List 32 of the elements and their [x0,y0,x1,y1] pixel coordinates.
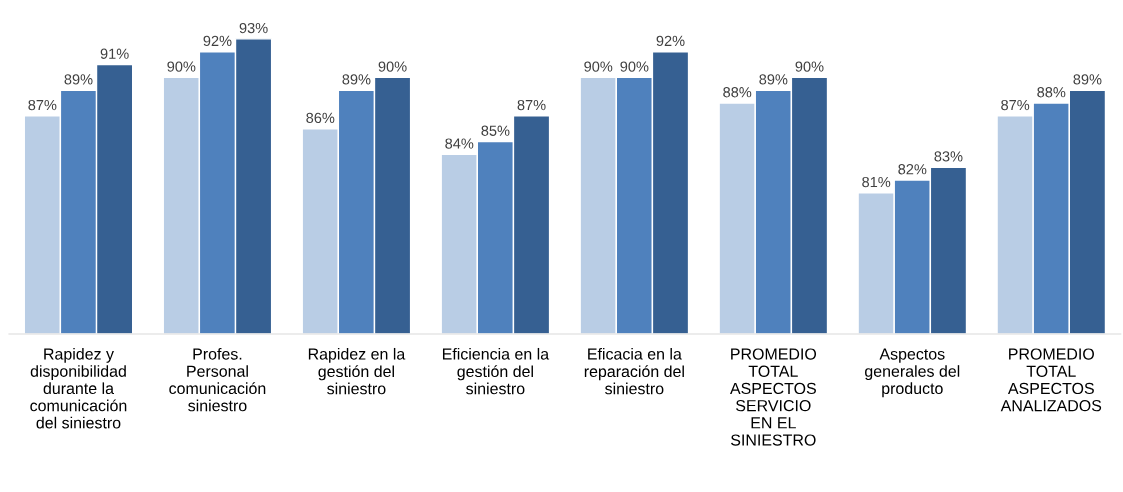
data-label: 88% [723,87,752,98]
data-label: 81% [862,176,891,188]
data-label: 90% [584,61,613,72]
x-tick-label: PROMEDIO TOTAL ASPECTOS ANALIZADOS [1000,348,1102,412]
x-tick-label: Rapidez en la gestión del siniestro [308,347,406,395]
data-label: 91% [100,48,129,59]
data-label: 89% [64,74,93,85]
x-tick-label: Eficiencia en la gestión del siniestro [442,347,550,395]
data-label: 85% [481,125,510,136]
x-tick-label: Aspectos generales del producto [865,348,960,398]
data-label: 92% [656,35,685,47]
data-label: 82% [898,164,927,175]
data-label: 88% [1037,87,1066,98]
x-tick-label: Eficacia en la reparación del siniestro [584,347,684,395]
x-tick-label: PROMEDIO TOTAL ASPECTOS SERVICIO EN EL SINIESTRO [730,348,817,446]
data-label: 93% [239,22,268,34]
data-label: 90% [167,61,196,72]
data-label: 89% [759,74,788,85]
data-label: 83% [934,151,963,162]
data-label: 90% [795,61,824,72]
data-label: 90% [378,61,407,72]
data-label: 89% [1073,74,1102,85]
data-label: 92% [203,35,232,47]
x-tick-label: Rapidez y disponibilidad durante la comunicación del siniestro [30,347,127,429]
data-label: 87% [28,99,57,111]
data-label: 87% [517,99,546,111]
data-label: 89% [342,74,371,85]
data-label: 87% [1001,99,1030,111]
x-tick-label: Profes. Personal comunicación siniestro [169,347,266,412]
data-label: 84% [445,138,474,149]
data-label: 86% [306,112,335,124]
data-label: 90% [620,61,649,72]
